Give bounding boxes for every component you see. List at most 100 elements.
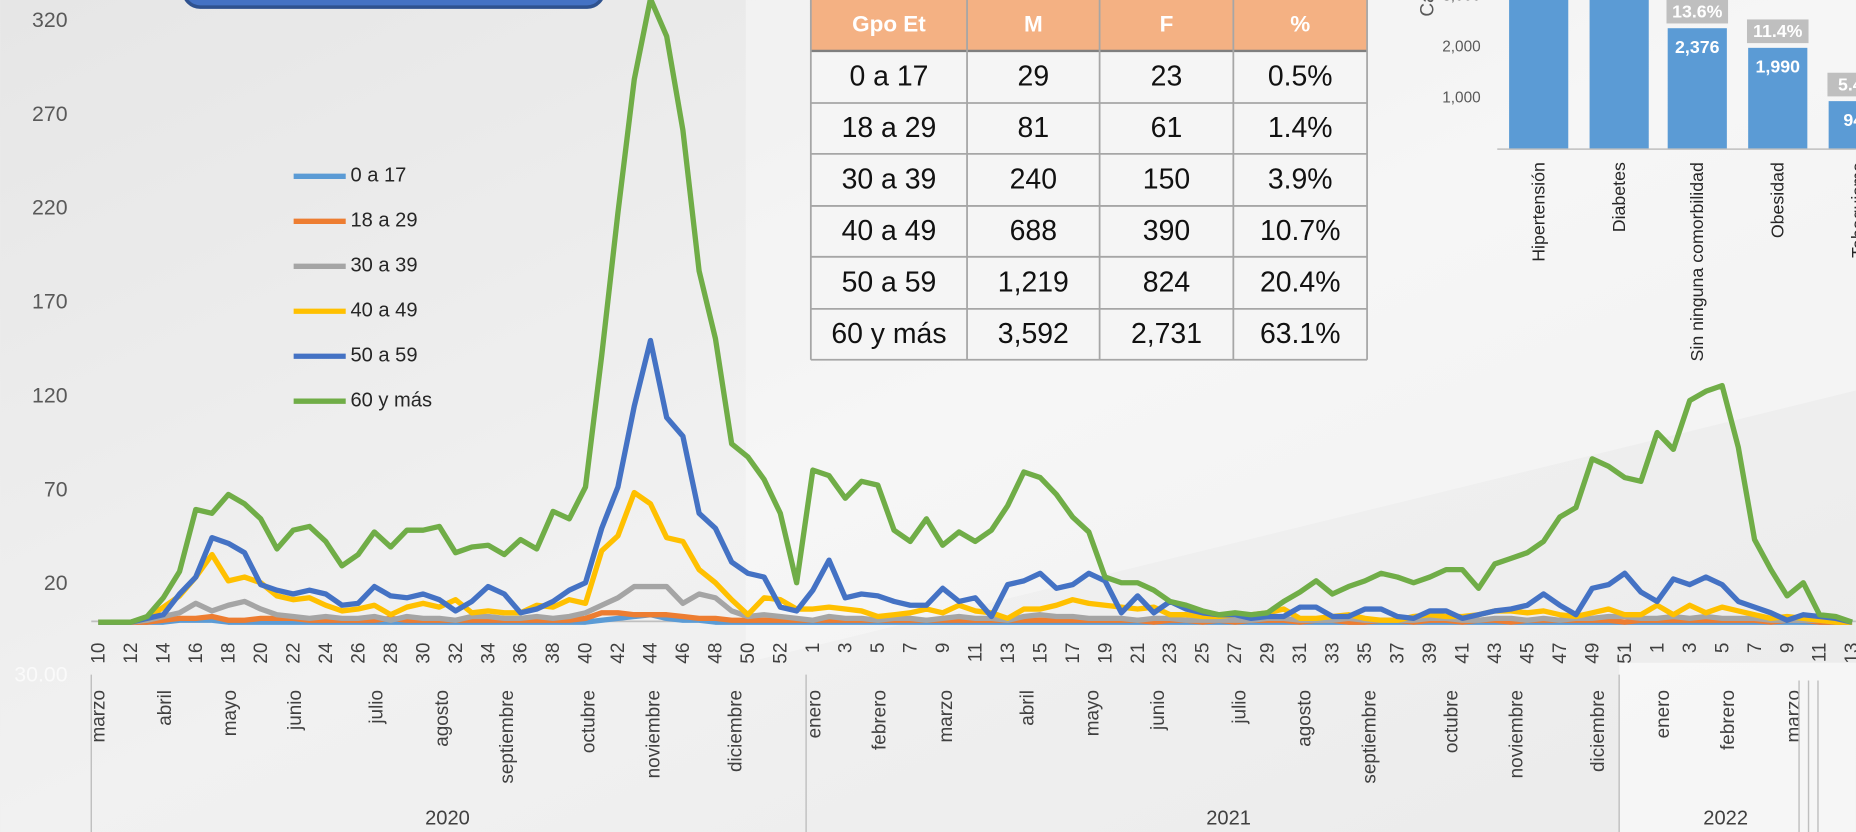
x-tick-label: 40: [576, 643, 597, 664]
legend-label: 30 a 39: [350, 255, 417, 277]
y-tick-label: 20: [44, 571, 68, 595]
x-tick-label: 28: [381, 643, 402, 664]
x-tick-label: 43: [1485, 643, 1506, 664]
month-label: diciembre: [725, 690, 746, 772]
month-label: septiembre: [497, 690, 518, 784]
legend-label: 40 a 49: [350, 300, 417, 322]
month-label: marzo: [936, 690, 957, 743]
y-tick-label: 270: [32, 102, 68, 126]
bar-value-label: 1,990: [1756, 57, 1801, 77]
x-tick-label: 9: [933, 643, 954, 654]
bar-value-label: 943: [1843, 110, 1856, 130]
table-cell: 2,731: [1131, 318, 1202, 350]
table-header-cell: %: [1290, 11, 1310, 36]
x-tick-label: 10: [89, 643, 110, 664]
table-cell: 3,592: [998, 318, 1069, 350]
month-label: febrero: [870, 690, 891, 750]
x-tick-label: 49: [1582, 643, 1603, 664]
year-label: 2021: [1206, 807, 1251, 829]
x-tick-label: 31: [1290, 643, 1311, 664]
x-tick-label: 33: [1323, 643, 1344, 664]
bar-value-label: 2,376: [1675, 37, 1720, 57]
month-label: octubre: [579, 690, 600, 753]
x-tick-label: 22: [283, 643, 304, 664]
x-tick-label: 38: [543, 643, 564, 664]
x-tick-label: 39: [1420, 643, 1441, 664]
table-cell: 824: [1143, 267, 1190, 299]
table-cell: 63.1%: [1260, 318, 1341, 350]
share-label: 5.4%: [1838, 74, 1856, 94]
table-cell: 150: [1143, 164, 1190, 196]
month-label: octubre: [1441, 690, 1462, 753]
table-cell: 60 y más: [831, 318, 946, 350]
x-tick-label: 21: [1128, 643, 1149, 664]
share-label-box: [1827, 72, 1856, 97]
x-tick-label: 12: [121, 643, 142, 664]
x-tick-label: 50: [738, 643, 759, 664]
x-tick-label: 11: [1810, 643, 1831, 663]
x-tick-label: 27: [1225, 643, 1246, 664]
table-cell: 40 a 49: [842, 215, 937, 247]
share-label: 11.4%: [1753, 21, 1803, 41]
y-tick-label: 320: [32, 8, 68, 32]
table-cell: 61: [1151, 112, 1183, 144]
x-tick-label: 35: [1355, 643, 1376, 664]
bar: [1667, 28, 1727, 150]
y-axis-title: Casos: [1418, 0, 1439, 17]
x-tick-label: 46: [673, 643, 694, 664]
x-tick-label: 45: [1517, 643, 1538, 664]
month-label: marzo: [89, 690, 110, 743]
x-tick-label: Sin ninguna comorbilidad: [1687, 162, 1707, 361]
month-label: junio: [1148, 690, 1169, 731]
x-tick-label: 3: [835, 643, 856, 654]
x-tick-label: 41: [1453, 643, 1474, 664]
share-label: 13.6%: [1672, 2, 1723, 22]
month-label: agosto: [432, 690, 453, 747]
table-cell: 30 a 39: [842, 164, 937, 196]
x-tick-label: 17: [1063, 643, 1084, 664]
legend-label: 18 a 29: [350, 210, 417, 232]
month-label: mayo: [220, 690, 241, 736]
x-tick-label: 16: [186, 643, 207, 664]
month-label: diciembre: [1588, 690, 1609, 772]
x-tick-label: Hipertensión: [1529, 162, 1549, 262]
stray-label: 30.00: [14, 662, 67, 686]
y-tick-label: 170: [32, 290, 68, 314]
x-tick-label: 24: [316, 643, 337, 664]
background-panel: [1619, 662, 1856, 832]
x-tick-label: 13: [1842, 643, 1856, 664]
x-tick-label: 42: [608, 643, 629, 664]
share-label-box: [1746, 19, 1809, 44]
table-cell: 390: [1143, 215, 1190, 247]
month-label: marzo: [1783, 690, 1804, 743]
series-line: [98, 0, 1853, 625]
month-label: noviembre: [1506, 690, 1527, 778]
table-cell: 10.7%: [1260, 215, 1341, 247]
x-tick-label: 5: [1712, 643, 1733, 654]
table-cell: 240: [1010, 164, 1057, 196]
x-tick-label: 1: [803, 643, 824, 654]
x-tick-label: 32: [446, 643, 467, 664]
bar: [1509, 0, 1569, 150]
table-cell: 18 a 29: [842, 112, 937, 144]
month-label: abril: [1018, 690, 1039, 726]
x-tick-label: 3: [1680, 643, 1701, 654]
month-label: noviembre: [644, 690, 665, 778]
table-cell: 1.4%: [1268, 112, 1333, 144]
y-tick-label: 1,000: [1442, 89, 1480, 106]
year-label: 2020: [425, 807, 470, 829]
x-tick-label: 51: [1615, 643, 1636, 664]
series-line: [98, 489, 1853, 625]
y-tick-label: 70: [44, 477, 68, 501]
x-tick-label: 47: [1550, 643, 1571, 664]
month-label: enero: [1653, 690, 1674, 738]
table-header-cell: Gpo Et: [852, 11, 926, 36]
legend-label: 50 a 59: [350, 345, 417, 367]
x-tick-label: 19: [1095, 643, 1116, 664]
x-tick-label: Tabaquismo: [1848, 162, 1856, 258]
x-tick-label: 26: [348, 643, 369, 664]
table-cell: 1,219: [998, 267, 1069, 299]
month-label: junio: [285, 690, 306, 731]
